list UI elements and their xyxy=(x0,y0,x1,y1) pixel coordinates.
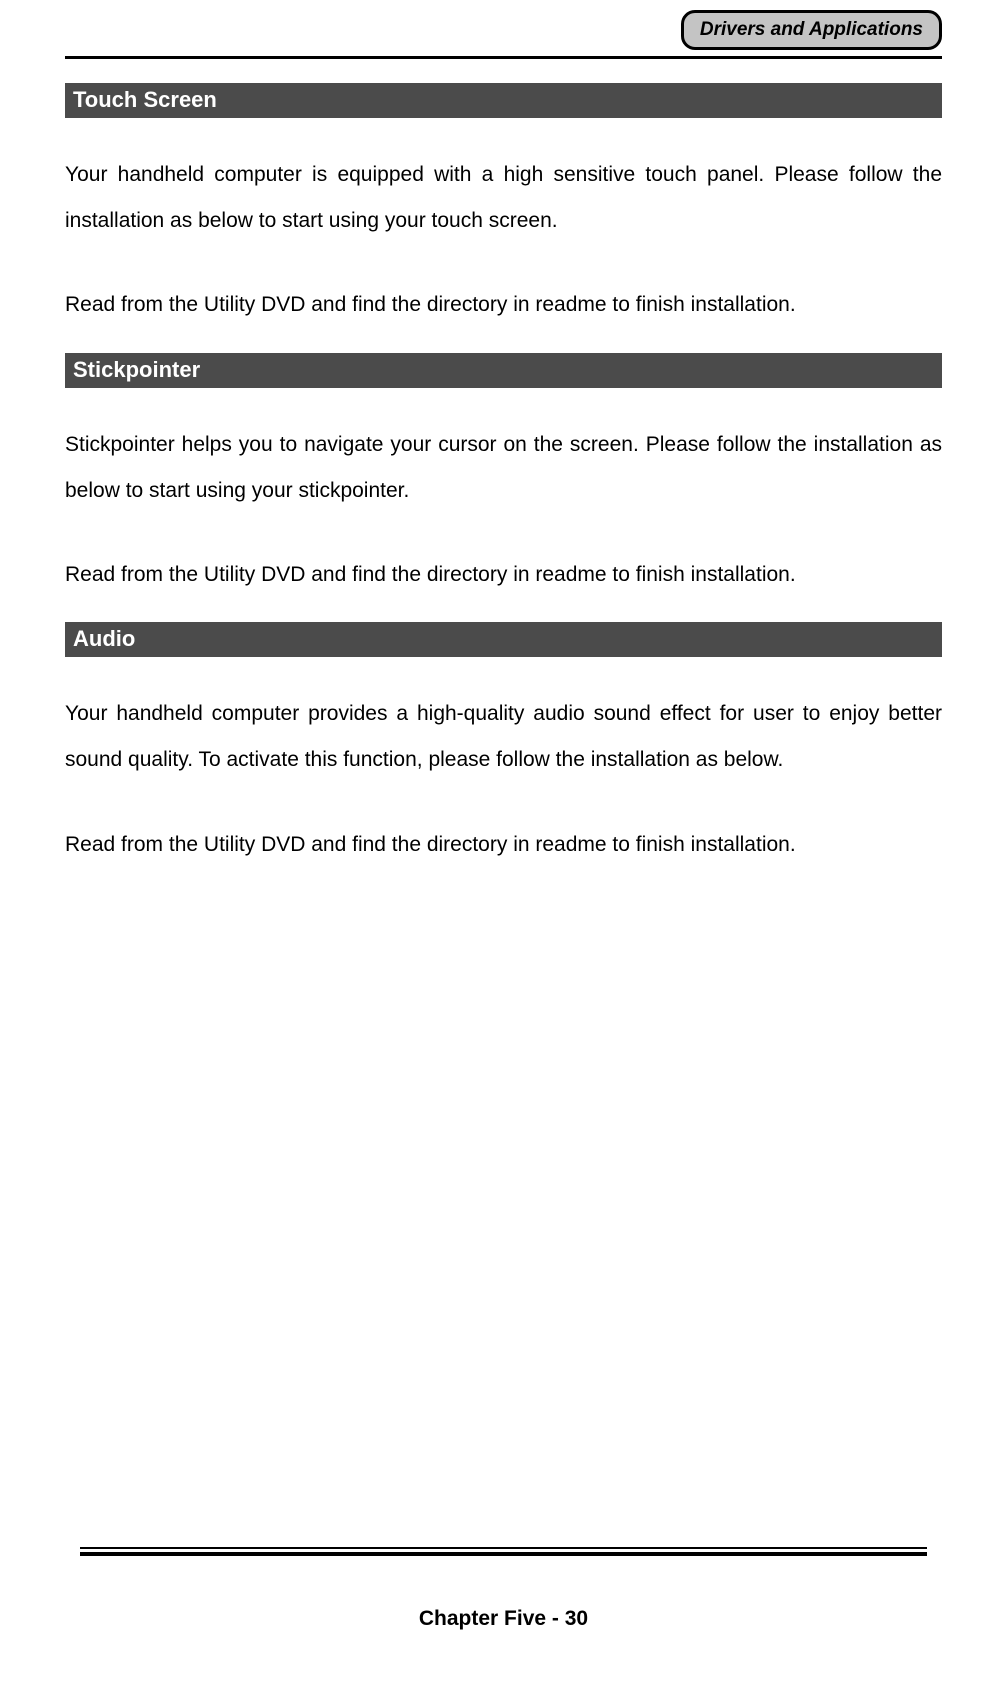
rule-thin xyxy=(80,1547,927,1549)
rule-thick xyxy=(80,1552,927,1556)
header-row: Drivers and Applications xyxy=(65,10,942,50)
document-page: Drivers and Applications Touch Screen Yo… xyxy=(0,0,1007,1681)
paragraph: Read from the Utility DVD and find the d… xyxy=(65,822,942,868)
section-heading-touch-screen: Touch Screen xyxy=(65,83,942,118)
paragraph: Your handheld computer provides a high-q… xyxy=(65,691,942,783)
header-badge: Drivers and Applications xyxy=(681,10,942,50)
section-heading-stickpointer: Stickpointer xyxy=(65,353,942,388)
section-heading-audio: Audio xyxy=(65,622,942,657)
paragraph: Read from the Utility DVD and find the d… xyxy=(65,552,942,598)
paragraph: Stickpointer helps you to navigate your … xyxy=(65,422,942,514)
paragraph: Read from the Utility DVD and find the d… xyxy=(65,282,942,328)
page-footer: Chapter Five - 30 xyxy=(0,1607,1007,1631)
top-rule xyxy=(65,56,942,59)
paragraph: Your handheld computer is equipped with … xyxy=(65,152,942,244)
bottom-rules xyxy=(80,1547,927,1556)
